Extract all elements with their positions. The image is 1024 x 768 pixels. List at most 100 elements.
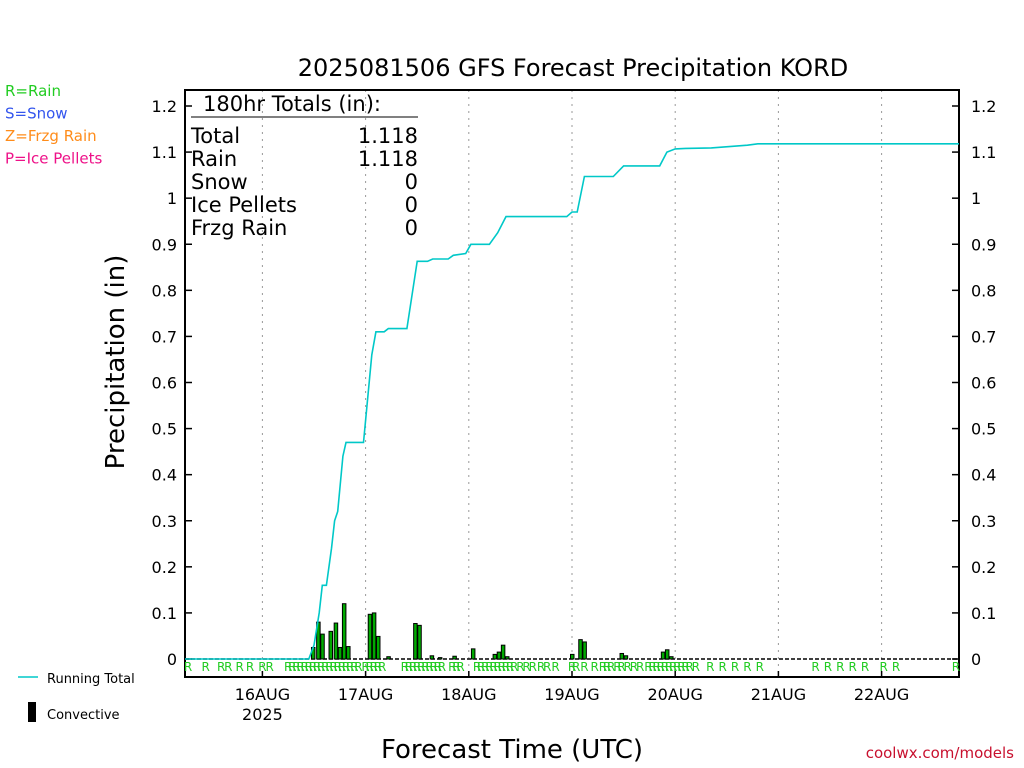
precip-type-marker: R <box>681 660 689 674</box>
convective-bar <box>452 655 457 660</box>
precip-type-marker: R <box>473 660 481 674</box>
precip-type-marker: R <box>613 660 621 674</box>
y-tick-label-left: 0.6 <box>152 374 177 393</box>
legend-convective-swatch <box>28 702 36 722</box>
precip-type-marker: R <box>580 660 588 674</box>
convective-bar <box>496 651 502 660</box>
precip-type-marker: R <box>529 660 537 674</box>
convective-bar <box>429 655 435 660</box>
y-tick-label-right: 0.9 <box>971 235 996 254</box>
convective-bar <box>320 633 325 660</box>
y-tick-label-left: 0.3 <box>152 512 177 531</box>
y-tick-label-right: 0.7 <box>971 327 996 346</box>
precip-type-marker: R <box>498 660 506 674</box>
precip-type-marker: R <box>551 660 559 674</box>
precip-type-marker: R <box>350 660 358 674</box>
precip-type-marker: R <box>652 660 660 674</box>
precip-type-marker: R <box>522 660 530 674</box>
y-tick-label-right: 0.4 <box>971 466 996 485</box>
watermark: coolwx.com/models <box>865 744 1014 762</box>
precip-type-marker: R <box>321 660 329 674</box>
precip-type-marker: R <box>685 660 693 674</box>
precip-type-marker: R <box>657 660 665 674</box>
precip-type-marker: R <box>338 660 346 674</box>
convective-bar <box>492 653 498 660</box>
precip-type-marker: R <box>836 660 844 674</box>
precip-type-marker: R <box>421 660 429 674</box>
precip-type-marker: R <box>673 660 681 674</box>
convective-bar <box>337 646 343 660</box>
convective-bar <box>371 612 377 660</box>
totals-row-label: Ice Pellets <box>191 193 297 217</box>
convective-bar <box>570 653 575 660</box>
convective-bar <box>413 623 418 660</box>
running-total-line <box>185 143 959 660</box>
precip-type-marker: R <box>811 660 819 674</box>
precip-type-marker: R <box>288 660 296 674</box>
precip-type-marker: R <box>342 660 350 674</box>
y-tick-label-left: 0.2 <box>152 558 177 577</box>
precip-key-item: R=Rain <box>5 82 61 100</box>
precip-key-item: S=Snow <box>5 105 68 123</box>
precip-type-marker: R <box>644 660 652 674</box>
totals-row-label: Total <box>190 124 240 148</box>
precip-type-marker: R <box>265 660 273 674</box>
precip-type-marker: R <box>636 660 644 674</box>
x-axis-label: Forecast Time (UTC) <box>381 735 643 765</box>
precip-type-marker: R <box>438 660 446 674</box>
convective-bar <box>582 641 587 660</box>
precip-type-marker: R <box>370 660 378 674</box>
precip-type-marker: R <box>325 660 333 674</box>
y-tick-label-right: 0.8 <box>971 281 996 300</box>
convective-bar <box>367 613 373 660</box>
x-tick-label: 20AUG <box>647 685 702 704</box>
convective-bar <box>417 624 422 660</box>
precip-type-marker: R <box>401 660 409 674</box>
precip-type-marker: R <box>434 660 442 674</box>
convective-bar <box>328 630 334 660</box>
precip-type-marker: R <box>502 660 510 674</box>
x-tick-label: 21AUG <box>751 685 806 704</box>
precip-type-marker: R <box>879 660 887 674</box>
chart-title: 2025081506 GFS Forecast Precipitation KO… <box>298 54 848 82</box>
y-tick-label-left: 0 <box>167 650 177 669</box>
convective-bar <box>341 603 347 660</box>
precip-type-marker: R <box>430 660 438 674</box>
precip-type-marker: R <box>599 660 607 674</box>
precip-type-marker: R <box>329 660 337 674</box>
precip-type-marker: R <box>184 660 192 674</box>
convective-bar <box>333 622 339 660</box>
y-tick-label-left: 0.9 <box>152 235 177 254</box>
precip-type-marker: R <box>317 660 325 674</box>
precip-type-marker: R <box>284 660 292 674</box>
precip-type-marker: R <box>301 660 309 674</box>
precip-type-marker: R <box>217 660 225 674</box>
convective-bar <box>375 635 381 660</box>
y-tick-label-right: 1.2 <box>971 97 996 116</box>
precip-type-marker: R <box>334 660 342 674</box>
convective-bar <box>578 639 583 660</box>
totals-row-label: Rain <box>191 147 237 171</box>
precip-type-marker: R <box>731 660 739 674</box>
precip-type-marker: R <box>313 660 321 674</box>
precip-type-marker: R <box>494 660 502 674</box>
convective-bar <box>504 656 510 660</box>
precip-type-marker: R <box>677 660 685 674</box>
precip-key-item: P=Ice Pellets <box>5 150 102 168</box>
y-tick-label-left: 0.7 <box>152 327 177 346</box>
convective-bar <box>346 646 351 660</box>
precip-type-marker: R <box>246 660 254 674</box>
convective-bar <box>660 651 666 660</box>
precip-type-marker: R <box>346 660 354 674</box>
precip-type-marker: R <box>405 660 413 674</box>
y-tick-label-right: 1.1 <box>971 143 996 162</box>
y-tick-label-left: 0.1 <box>152 604 177 623</box>
y-tick-label-left: 0.4 <box>152 466 177 485</box>
totals-row-label: Frzg Rain <box>191 216 287 240</box>
precip-type-marker: R <box>849 660 857 674</box>
y-tick-label-right: 0.3 <box>971 512 996 531</box>
y-tick-label-right: 0.2 <box>971 558 996 577</box>
x-tick-label: 22AUG <box>854 685 909 704</box>
convective-bar <box>500 644 506 660</box>
